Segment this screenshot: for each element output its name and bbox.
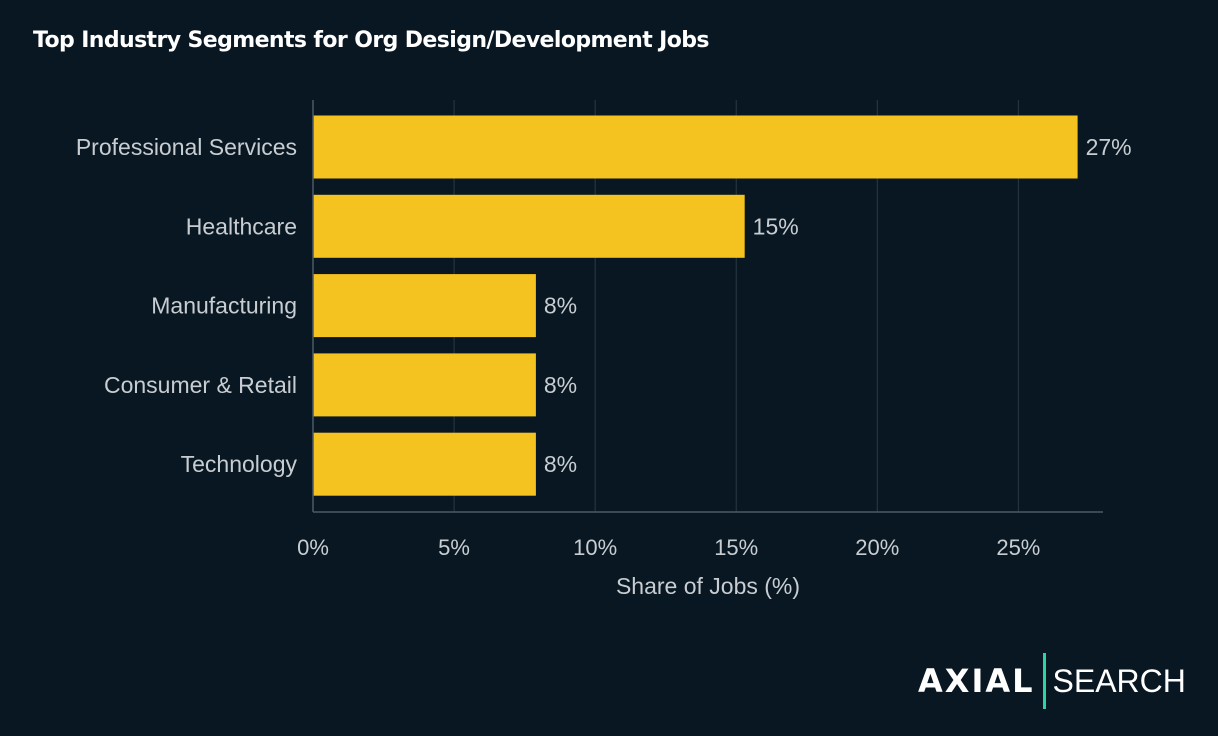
logo-axial: AXIAL: [918, 662, 1035, 700]
data-label: 27%: [1086, 134, 1132, 160]
x-axis-label: Share of Jobs (%): [616, 573, 800, 599]
chart-title: Top Industry Segments for Org Design/Dev…: [33, 28, 710, 53]
bar: [313, 194, 745, 258]
bar: [313, 274, 536, 338]
y-tick-label: Manufacturing: [151, 293, 297, 319]
y-tick-label: Healthcare: [186, 213, 297, 239]
data-label: 15%: [753, 213, 799, 239]
x-tick-label: 5%: [438, 535, 470, 560]
x-tick-label: 20%: [855, 535, 899, 560]
data-label: 8%: [544, 372, 577, 398]
y-tick-label: Technology: [181, 451, 298, 477]
logo-search: SEARCH: [1052, 662, 1186, 699]
bar: [313, 353, 536, 417]
axial-search-logo: AXIAL SEARCH: [918, 653, 1186, 709]
x-tick-label: 25%: [996, 535, 1040, 560]
bar: [313, 115, 1078, 179]
x-tick-label: 0%: [297, 535, 329, 560]
x-tick-label: 15%: [714, 535, 758, 560]
logo-divider: [1042, 653, 1046, 709]
x-tick-label: 10%: [573, 535, 617, 560]
data-label: 8%: [544, 451, 577, 477]
bar: [313, 432, 536, 496]
data-label: 8%: [544, 293, 577, 319]
y-tick-label: Professional Services: [76, 134, 297, 160]
y-tick-label: Consumer & Retail: [104, 372, 297, 398]
